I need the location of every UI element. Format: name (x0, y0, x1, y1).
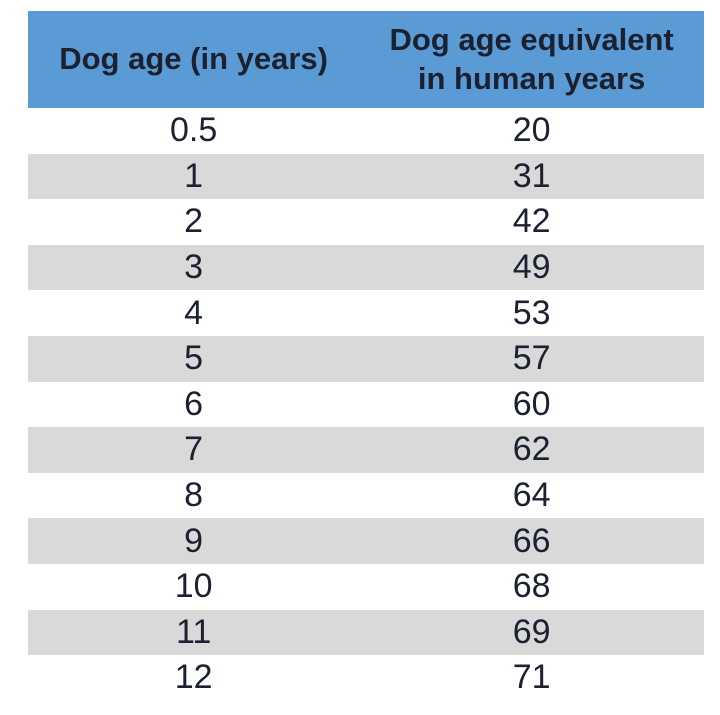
human-years-cell: 20 (512, 111, 551, 150)
table-row: 9 66 (28, 518, 704, 564)
dog-age-cell: 4 (184, 293, 204, 332)
dog-age-cell: 10 (174, 567, 213, 606)
dog-age-cell: 8 (184, 476, 204, 515)
human-years-cell: 42 (512, 202, 551, 241)
table-row: 1 31 (28, 153, 704, 200)
table-row: 2 42 (28, 199, 704, 245)
table-row: 4 53 (28, 290, 704, 336)
dog-age-cell: 11 (175, 612, 212, 651)
human-years-cell: 71 (512, 658, 551, 697)
table-row: 3 49 (28, 244, 704, 291)
table-row: 0.5 20 (28, 108, 704, 154)
human-years-cell: 60 (512, 384, 551, 423)
table-row: 8 64 (28, 472, 704, 519)
dog-age-cell: 1 (184, 156, 204, 195)
dog-age-cell: 6 (184, 384, 204, 423)
dog-age-cell: 5 (184, 339, 204, 378)
human-years-cell: 53 (512, 293, 551, 332)
table-body: 0.5 20 1 31 2 42 3 49 4 53 5 57 6 60 7 62 8 64 9 66 10 68 11 69… (28, 108, 704, 701)
dog-age-cell: 7 (184, 430, 204, 469)
table-row: 12 71 (28, 655, 704, 701)
dog-age-cell: 2 (184, 202, 204, 241)
dog-age-table: Dog age (in years) Dog age equivalent in… (28, 11, 704, 701)
table-row: 10 68 (28, 563, 704, 610)
dog-age-cell: 0.5 (169, 111, 218, 150)
human-years-cell: 64 (512, 476, 551, 515)
table-row: 5 57 (28, 335, 704, 382)
dog-age-cell: 9 (184, 521, 204, 560)
human-years-cell: 31 (512, 156, 551, 195)
table-row: 7 62 (28, 427, 704, 473)
column-header-human-years: Dog age equivalent in human years (389, 21, 674, 96)
human-years-cell: 68 (512, 567, 551, 606)
human-years-cell: 69 (512, 612, 551, 651)
human-years-cell: 62 (512, 430, 551, 469)
human-years-cell: 66 (512, 521, 551, 560)
table-row: 11 69 (28, 609, 704, 656)
table-header-row: Dog age (in years) Dog age equivalent in… (28, 11, 704, 108)
human-years-cell: 49 (512, 248, 551, 287)
dog-age-cell: 12 (174, 658, 213, 697)
human-years-cell: 57 (512, 339, 551, 378)
table-row: 6 60 (28, 381, 704, 428)
column-header-dog-age: Dog age (in years) (59, 41, 328, 77)
dog-age-cell: 3 (184, 248, 204, 287)
